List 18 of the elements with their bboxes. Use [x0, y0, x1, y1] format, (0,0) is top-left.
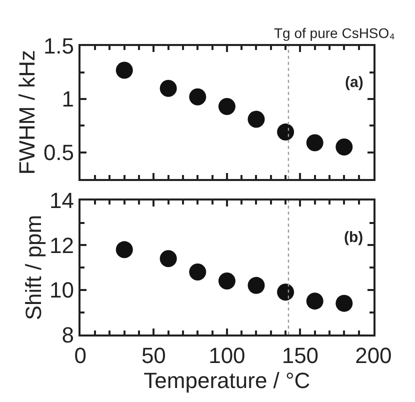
x-tick-label: 50 [141, 343, 166, 368]
y-tick-label: 14 [50, 188, 74, 214]
y-tick-label: 1.5 [43, 33, 74, 58]
y-tick-label: 10 [50, 278, 74, 303]
annotation: (a) [345, 74, 364, 91]
y-tick-label: 0.5 [43, 140, 74, 165]
ref-line-label: Tg of pure CsHSO₄ [274, 25, 396, 41]
y-tick-label: 1 [62, 86, 74, 112]
x-axis-title: Temperature / °C [144, 368, 310, 394]
x-tick-label: 200 [355, 343, 392, 368]
x-tick-label: 100 [208, 343, 246, 368]
annotation: (b) [344, 229, 364, 246]
x-tick-label: 0 [74, 343, 87, 368]
y-axis-title: FWHM / kHz [14, 50, 40, 175]
y-axis-title: Shift / ppm [20, 214, 46, 320]
y-tick-label: 12 [50, 232, 74, 258]
x-tick-label: 150 [282, 343, 319, 368]
y-tick-label: 8 [62, 322, 74, 348]
